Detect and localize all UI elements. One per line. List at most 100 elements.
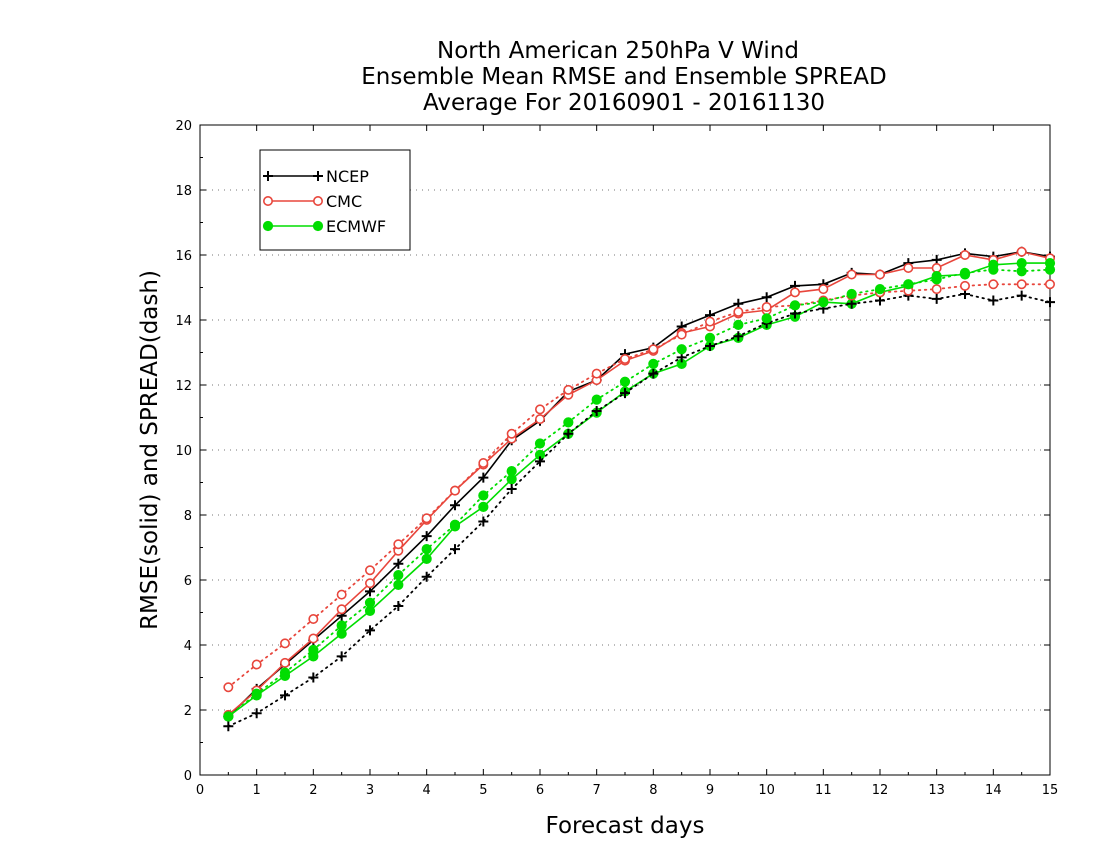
data-point <box>1044 264 1056 275</box>
data-point <box>733 306 744 317</box>
data-point <box>959 267 971 278</box>
data-point <box>563 384 574 395</box>
data-point <box>1016 279 1027 290</box>
data-point <box>506 428 517 439</box>
y-tick-label: 14 <box>175 314 192 329</box>
data-point <box>279 638 290 649</box>
data-point <box>874 269 885 280</box>
series-cmc-rmse <box>223 246 1056 720</box>
data-point <box>534 414 545 425</box>
series-line <box>227 250 1051 718</box>
y-tick-label: 8 <box>184 509 192 524</box>
data-point <box>336 620 347 631</box>
legend-marker <box>312 196 323 207</box>
x-tick-label: 9 <box>706 783 714 798</box>
data-point <box>393 579 404 590</box>
data-point <box>279 657 290 668</box>
y-axis-label: RMSE(solid) and SPREAD(dash) <box>137 270 163 630</box>
x-tick-label: 7 <box>593 783 601 798</box>
data-point <box>959 280 970 291</box>
x-tick-label: 13 <box>928 783 945 798</box>
data-point <box>393 601 404 611</box>
data-point <box>648 344 659 355</box>
data-point <box>988 264 999 275</box>
legend-marker <box>262 220 274 232</box>
chart-title-line-1: North American 250hPa V Wind <box>437 38 799 64</box>
data-point <box>620 388 630 399</box>
data-point <box>308 633 319 644</box>
data-point <box>931 293 942 304</box>
data-point <box>364 597 376 608</box>
y-tick-label: 6 <box>184 574 192 589</box>
grid-lines <box>200 189 1050 711</box>
y-tick-label: 18 <box>175 184 192 199</box>
series-ecmwf-rmse <box>223 258 1056 722</box>
data-point <box>393 558 404 569</box>
data-point <box>591 368 602 379</box>
series-cmc-spread <box>223 279 1056 693</box>
data-point <box>223 711 234 722</box>
chart-title: North American 250hPa V Wind Ensemble Me… <box>361 38 886 116</box>
data-point <box>619 376 631 387</box>
y-tick-label: 0 <box>184 769 192 784</box>
x-tick-label: 6 <box>536 783 544 798</box>
data-point <box>450 500 460 511</box>
data-point <box>903 279 914 290</box>
series-line <box>227 262 1050 718</box>
data-point <box>591 406 602 416</box>
y-tick-label: 4 <box>184 639 192 654</box>
data-point <box>733 331 744 342</box>
x-tick-label: 15 <box>1042 783 1059 798</box>
data-point <box>393 539 404 550</box>
series-layer <box>223 246 1056 732</box>
series-ncep-spread <box>223 289 1055 732</box>
data-point <box>534 404 545 415</box>
data-point <box>931 262 942 273</box>
data-point <box>1016 246 1027 257</box>
data-point <box>336 651 347 662</box>
data-point <box>251 708 262 719</box>
data-point <box>648 368 659 379</box>
chart-title-line-3: Average For 20160901 - 20161130 <box>423 90 825 116</box>
y-tick-label: 16 <box>175 249 192 264</box>
y-tick-label: 12 <box>175 379 192 394</box>
data-point <box>308 644 319 655</box>
legend-marker <box>263 171 273 181</box>
data-point <box>846 269 857 280</box>
data-point <box>676 329 687 340</box>
data-point <box>846 288 857 300</box>
y-tick-label: 2 <box>184 704 192 719</box>
data-point <box>959 250 970 261</box>
series-ecmwf-spread <box>223 264 1056 722</box>
data-point <box>931 284 942 295</box>
legend-entry-cmc: CMC <box>262 192 362 211</box>
series-line <box>227 283 1051 689</box>
y-axis-ticks: 0 2 4 6 8 10 12 14 16 18 20 <box>175 119 1050 784</box>
data-point <box>393 570 404 581</box>
data-point <box>1045 279 1056 290</box>
data-point <box>308 672 319 683</box>
data-point <box>761 292 772 303</box>
data-point <box>818 284 829 295</box>
data-point <box>789 300 801 311</box>
data-point <box>251 659 262 670</box>
x-tick-label: 8 <box>649 783 657 798</box>
data-point <box>704 332 716 343</box>
legend-label: ECMWF <box>326 217 386 236</box>
x-tick-label: 14 <box>985 783 1002 798</box>
data-point <box>449 519 461 530</box>
data-point <box>478 490 489 501</box>
legend-box <box>259 149 411 251</box>
data-point <box>421 544 432 555</box>
y-tick-label: 10 <box>175 444 192 459</box>
legend-label: NCEP <box>326 167 369 186</box>
x-axis-ticks: 0 1 2 3 4 5 6 7 8 9 10 11 12 13 14 15 <box>196 125 1058 798</box>
data-point <box>336 604 347 615</box>
x-tick-label: 4 <box>423 783 431 798</box>
data-point <box>478 472 489 483</box>
legend: NCEP CMC ECMWF <box>259 149 411 251</box>
data-point <box>421 553 432 564</box>
data-point <box>308 613 319 624</box>
data-point <box>421 571 432 582</box>
x-tick-label: 1 <box>253 783 261 798</box>
